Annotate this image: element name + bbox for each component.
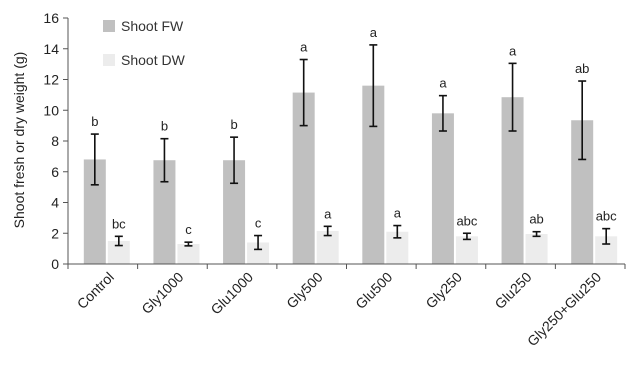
legend: Shoot FW Shoot DW: [103, 18, 186, 68]
error-bar: [90, 133, 99, 186]
error-bar: [578, 80, 587, 161]
x-category-label: Control: [74, 269, 117, 312]
significance-letter: a: [439, 76, 447, 91]
y-axis-title: Shoot fresh or dry weight (g): [11, 52, 27, 229]
x-axis-category-labels: Control Gly1000 Glu1000 Gly500 Glu500 Gly250 G…: [74, 269, 605, 350]
x-category-label: Glu500: [352, 269, 395, 312]
error-bar: [438, 94, 447, 132]
y-tick-label: 14: [43, 41, 59, 57]
bar-shoot-fw-gly1000: [153, 160, 176, 264]
error-bar: [230, 136, 239, 185]
x-category-label: Glu1000: [207, 269, 256, 318]
y-tick-label: 12: [43, 72, 59, 88]
error-bars: [90, 44, 611, 251]
error-bar: [160, 137, 169, 183]
x-category-label: Gly250+Glu250: [524, 269, 605, 350]
y-axis-ticks: 0 2 4 6 8 10 12 14 16: [43, 10, 68, 272]
bar-shoot-dw-glu500: [386, 231, 409, 264]
bar-shoot-dw-gly1000: [177, 244, 200, 264]
significance-letter: ab: [529, 212, 543, 227]
bar-shoot-dw-glu1000: [247, 242, 270, 264]
y-tick-label: 6: [51, 164, 59, 180]
significance-letter: ab: [575, 61, 589, 76]
x-category-label: Gly250: [422, 269, 465, 312]
bar-shoot-dw-gly500: [316, 230, 339, 264]
bars: [83, 85, 618, 265]
bar-shoot-dw-control: [107, 240, 130, 264]
y-tick-label: 0: [51, 256, 59, 272]
significance-letter: bc: [112, 216, 126, 231]
bar-shoot-fw-control: [83, 159, 106, 264]
significance-letter: a: [509, 43, 517, 58]
legend-swatch-shoot-fw: [103, 20, 115, 32]
significance-letter: b: [91, 114, 98, 129]
x-category-label: Glu250: [491, 269, 534, 312]
error-bar: [323, 225, 332, 237]
bar-shoot-fw-glu500: [362, 85, 385, 265]
bar-shoot-fw-glu250: [501, 97, 524, 265]
error-bar: [369, 44, 378, 128]
bar-shoot-fw-gly500: [292, 92, 315, 264]
error-bar: [184, 241, 193, 247]
significance-letter: c: [185, 222, 192, 237]
bar-shoot-fw-gly250+glu250: [571, 120, 594, 265]
error-bar: [508, 62, 517, 132]
significance-letter: a: [370, 25, 378, 40]
bar-shoot-fw-glu1000: [223, 160, 246, 264]
error-bar: [462, 232, 471, 241]
legend-label: Shoot DW: [121, 52, 186, 68]
significance-letter: a: [394, 206, 402, 221]
y-tick-label: 4: [51, 195, 59, 211]
y-tick-label: 8: [51, 133, 59, 149]
bar-shoot-dw-gly250: [455, 236, 478, 264]
y-tick-label: 2: [51, 225, 59, 241]
significance-letter: abc: [456, 213, 477, 228]
error-bar: [299, 58, 308, 127]
y-tick-label: 10: [43, 102, 59, 118]
error-bar: [254, 234, 263, 251]
y-tick-label: 16: [43, 10, 59, 26]
significance-letter: a: [300, 40, 308, 55]
bar-shoot-fw-gly250: [431, 113, 454, 264]
bar-shoot-dw-gly250+glu250: [595, 236, 618, 264]
significance-letter: c: [255, 216, 262, 231]
x-category-label: Gly500: [283, 269, 326, 312]
bar-shoot-dw-glu250: [525, 234, 548, 264]
significance-letter: b: [230, 117, 237, 132]
error-bar: [532, 230, 541, 238]
legend-label: Shoot FW: [121, 18, 184, 34]
significance-letter: abc: [596, 209, 617, 224]
significance-letter: b: [161, 119, 168, 134]
error-bar: [114, 235, 123, 247]
x-category-label: Gly1000: [138, 269, 186, 317]
significance-letter: a: [324, 206, 332, 221]
axes: [67, 18, 626, 269]
error-bar: [602, 227, 611, 245]
error-bar: [393, 224, 402, 239]
legend-swatch-shoot-dw: [103, 54, 115, 66]
